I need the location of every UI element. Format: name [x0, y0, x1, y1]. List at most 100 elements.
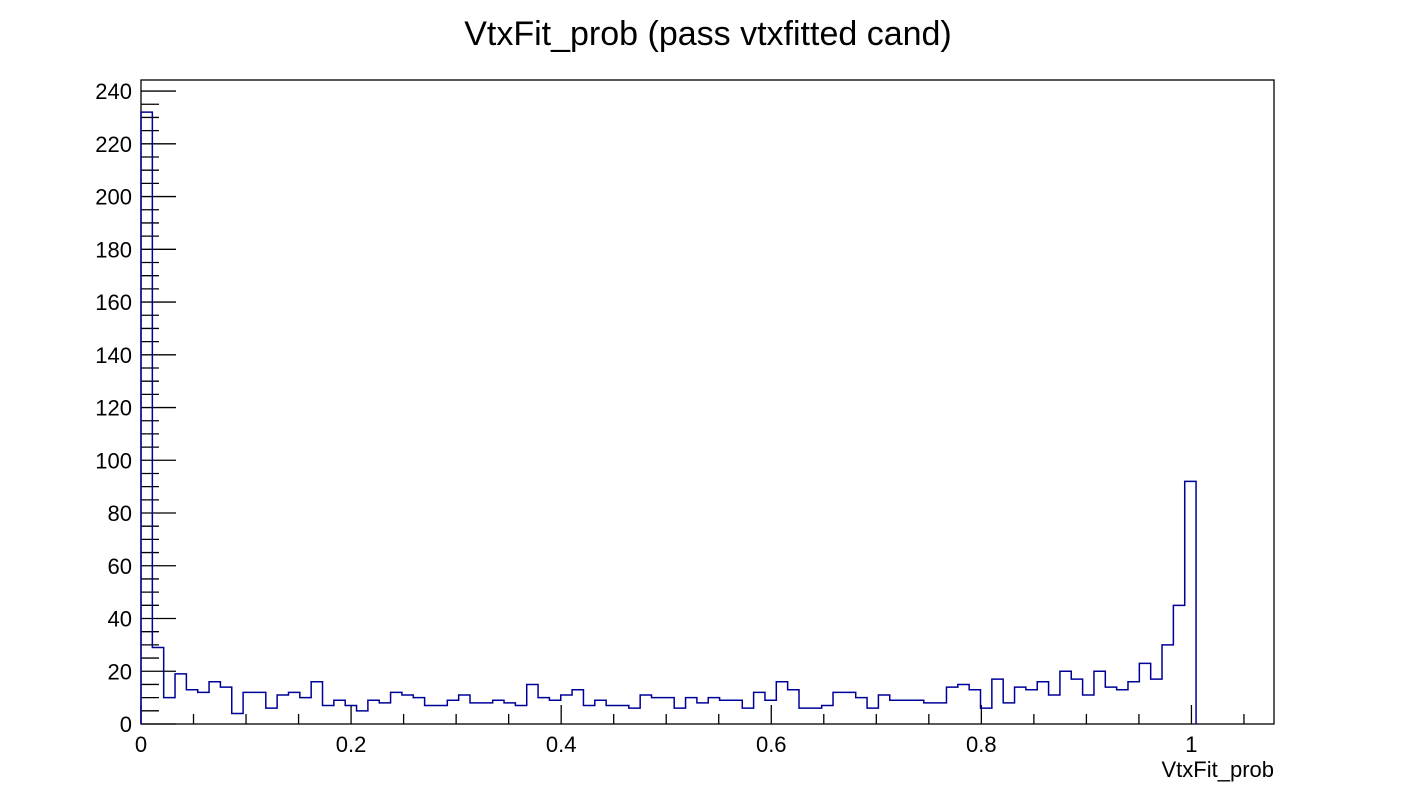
y-tick-label: 200: [95, 185, 132, 210]
x-tick-label: 0.2: [336, 732, 367, 757]
y-tick-label: 240: [95, 79, 132, 104]
histogram-bin: [300, 698, 311, 724]
histogram-bin: [220, 687, 231, 724]
histogram-bin: [912, 700, 923, 724]
histogram-bin: [1083, 695, 1094, 724]
y-tick-label: 220: [95, 132, 132, 157]
histogram-bin: [1094, 671, 1105, 724]
histogram-bin: [311, 682, 322, 724]
histogram-bin: [164, 698, 175, 724]
histogram-bin: [357, 711, 368, 724]
histogram-bin: [810, 708, 821, 724]
x-tick-label: 0: [135, 732, 147, 757]
histogram-bin: [232, 713, 243, 724]
histogram-bin: [856, 698, 867, 724]
histogram-bin: [1128, 682, 1139, 724]
histogram-bin: [958, 684, 969, 724]
histogram-bin: [629, 708, 640, 724]
x-axis-title: VtxFit_prob: [1162, 757, 1275, 782]
histogram-bin: [788, 690, 799, 724]
histogram-bin: [572, 690, 583, 724]
histogram-bin: [1026, 690, 1037, 724]
histogram-bin: [561, 695, 572, 724]
histogram-bin: [254, 692, 265, 724]
histogram-bin: [1071, 679, 1082, 724]
histogram-bin: [334, 700, 345, 724]
y-tick-label: 160: [95, 290, 132, 315]
y-tick-label: 20: [108, 659, 132, 684]
histogram-bin: [481, 703, 492, 724]
histogram-bin: [379, 703, 390, 724]
histogram-bin: [413, 698, 424, 724]
y-tick-label: 0: [120, 712, 132, 737]
y-tick-label: 120: [95, 396, 132, 421]
histogram-bin: [946, 687, 957, 724]
histogram-bin: [617, 706, 628, 724]
histogram-line: [140, 111, 1197, 724]
histogram-bin: [652, 698, 663, 724]
histogram-bin: [583, 706, 594, 724]
histogram-bin: [515, 706, 526, 724]
histogram-bin: [243, 692, 254, 724]
histogram-bin: [447, 700, 458, 724]
histogram-bin: [1060, 671, 1071, 724]
histogram-bin: [1139, 663, 1150, 724]
histogram-bin: [901, 700, 912, 724]
histogram-bin: [890, 700, 901, 724]
histogram-bin: [209, 682, 220, 724]
histogram-bin: [175, 674, 186, 724]
histogram-bin: [470, 703, 481, 724]
y-tick-label: 140: [95, 343, 132, 368]
histogram-bin: [981, 708, 992, 724]
y-tick-label: 40: [108, 607, 132, 632]
histogram-bin: [436, 706, 447, 724]
plot-frame: [140, 79, 1275, 725]
histogram-bin: [663, 698, 674, 724]
histogram-bin: [799, 708, 810, 724]
x-axis: 0 0.2 0.4 0.6 0.8 1: [135, 705, 1245, 757]
histogram-bin: [935, 703, 946, 724]
histogram-bin: [549, 700, 560, 724]
histogram-bin: [1151, 679, 1162, 724]
histogram-bin: [674, 708, 685, 724]
x-tick-label: 0.6: [756, 732, 787, 757]
histogram-bin: [754, 692, 765, 724]
histogram-bin: [1015, 687, 1026, 724]
histogram-bin: [504, 703, 515, 724]
histogram-bin: [425, 706, 436, 724]
histogram-bin: [686, 698, 697, 724]
histogram-bin: [277, 695, 288, 724]
histogram-bin: [731, 700, 742, 724]
histogram-bin: [1049, 695, 1060, 724]
histogram-bin: [1105, 687, 1116, 724]
histogram-bin: [368, 700, 379, 724]
histogram-bin: [878, 695, 889, 724]
histogram-bin: [992, 679, 1003, 724]
histogram-bin: [459, 695, 470, 724]
histogram-bin: [1037, 682, 1048, 724]
histogram-bin: [186, 690, 197, 724]
x-tick-label: 0.8: [966, 732, 997, 757]
histogram-bin: [606, 706, 617, 724]
histogram-bin: [1185, 481, 1196, 724]
y-tick-label: 60: [108, 554, 132, 579]
y-tick-label: 180: [95, 237, 132, 262]
histogram-bin: [720, 700, 731, 724]
histogram-bin: [538, 698, 549, 724]
histogram-bin: [969, 690, 980, 724]
histogram-bin: [391, 692, 402, 724]
histogram-bin: [493, 700, 504, 724]
y-axis: 0 20 40 60 80 100 120 140 160 180 200 220 240: [95, 79, 176, 737]
histogram-bin: [323, 706, 334, 724]
chart-title: VtxFit_prob (pass vtxfitted cand): [464, 15, 952, 53]
histogram-bin: [1173, 605, 1184, 724]
histogram-bin: [776, 682, 787, 724]
histogram-bin: [742, 708, 753, 724]
histogram-bin: [640, 695, 651, 724]
histogram-bin: [844, 692, 855, 724]
x-tick-label: 1: [1185, 732, 1197, 757]
histogram-bin: [1117, 690, 1128, 724]
histogram-bin: [152, 648, 163, 724]
x-tick-label: 0.4: [546, 732, 577, 757]
histogram-bin: [527, 684, 538, 724]
